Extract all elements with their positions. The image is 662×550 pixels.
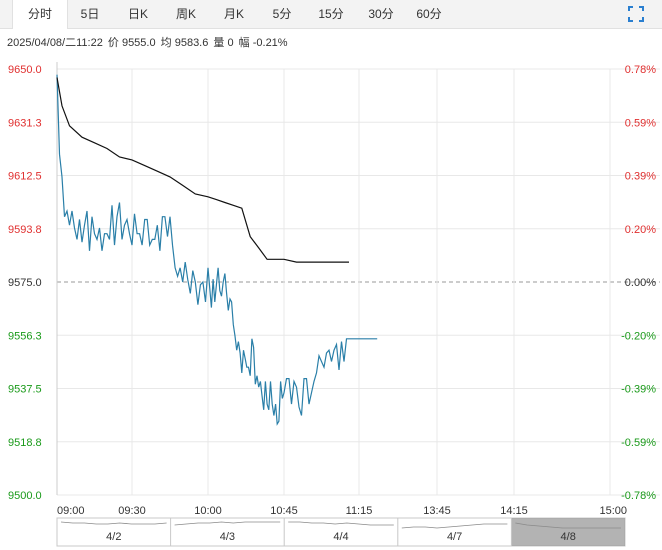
navigator-selection — [511, 518, 625, 546]
y-left-tick-label: 9612.5 — [8, 171, 42, 183]
y-right-tick-label: 0.00% — [625, 277, 656, 289]
navigator-day-label: 4/7 — [447, 531, 462, 543]
y-right-tick-label: -0.78% — [621, 490, 656, 502]
tab-5min[interactable]: 5分 — [272, 7, 292, 21]
y-left-tick-label: 9500.0 — [8, 490, 42, 502]
y-left-tick-label: 9631.3 — [8, 117, 42, 129]
tab-60min[interactable]: 60分 — [416, 7, 442, 21]
y-left-tick-label: 9593.8 — [8, 224, 42, 236]
navigator-day-label: 4/3 — [220, 531, 235, 543]
fullscreen-icon[interactable] — [628, 6, 644, 22]
quote-info-bar: 2025/04/08/二11:22 价 9555.0 均 9583.6 量 0 … — [7, 34, 290, 50]
chart-series — [56, 74, 378, 426]
x-tick-label: 09:30 — [118, 505, 146, 517]
x-tick-label: 14:15 — [500, 505, 528, 517]
info-price: 价 9555.0 — [107, 37, 156, 49]
tab-15min[interactable]: 15分 — [318, 7, 344, 21]
tab-5day[interactable]: 5日 — [80, 7, 100, 21]
navigator-sparkline — [401, 523, 508, 529]
navigator-sparkline — [60, 521, 167, 525]
navigator-day-label: 4/4 — [333, 531, 348, 543]
navigator-sparkline — [515, 522, 621, 529]
tab-monthly-k[interactable]: 月K — [223, 7, 244, 21]
x-tick-label: 10:00 — [194, 505, 222, 517]
x-tick-label: 15:00 — [599, 505, 627, 517]
y-right-tick-label: -0.39% — [621, 384, 656, 396]
period-tab-bar: 分时 5日 日K 周K 月K 5分 15分 30分 60分 — [0, 0, 662, 29]
chart-grid — [56, 62, 660, 496]
tab-intraday[interactable]: 分时 — [12, 0, 68, 29]
navigator-sparkline — [174, 521, 281, 526]
y-right-tick-label: -0.59% — [621, 437, 656, 449]
y-right-tick-label: 0.20% — [625, 224, 656, 236]
x-tick-label: 09:00 — [57, 505, 85, 517]
y-axis-labels: 9650.0 0.78% 9631.3 0.59% 9612.5 0.39% 9593.8 0… — [8, 64, 656, 502]
navigator-day-label: 4/2 — [106, 531, 121, 543]
y-right-tick-label: 0.59% — [625, 117, 656, 129]
y-left-tick-label: 9650.0 — [8, 64, 42, 76]
y-left-tick-label: 9575.0 — [8, 277, 42, 289]
tab-weekly-k[interactable]: 周K — [175, 7, 196, 21]
info-average: 均 9583.6 — [160, 37, 209, 49]
info-change: 幅 -0.21% — [238, 37, 288, 49]
x-tick-label: 11:15 — [346, 505, 373, 517]
navigator-day-label: 4/8 — [561, 531, 576, 543]
x-tick-label: 10:45 — [270, 505, 298, 517]
tab-30min[interactable]: 30分 — [368, 7, 394, 21]
y-right-tick-label: 0.39% — [625, 171, 656, 183]
y-left-tick-label: 9518.8 — [8, 437, 42, 449]
tab-daily-k[interactable]: 日K — [127, 7, 148, 21]
y-right-tick-label: -0.20% — [621, 330, 656, 342]
y-right-tick-label: 0.78% — [625, 64, 656, 76]
x-tick-label: 13:45 — [423, 505, 451, 517]
average-series-line — [56, 77, 349, 263]
info-datetime: 2025/04/08/二11:22 — [7, 37, 103, 49]
info-volume: 量 0 — [213, 37, 234, 49]
y-left-tick-label: 9537.5 — [8, 384, 42, 396]
x-axis-labels: 09:00 09:30 10:00 10:45 11:15 13:45 14:15 15:00 — [57, 505, 627, 517]
price-series-line — [56, 74, 378, 426]
day-navigator[interactable]: 4/2 4/3 4/4 4/7 4/8 — [56, 517, 626, 547]
navigator-sparkline — [288, 521, 394, 526]
y-left-tick-label: 9556.3 — [8, 330, 42, 342]
